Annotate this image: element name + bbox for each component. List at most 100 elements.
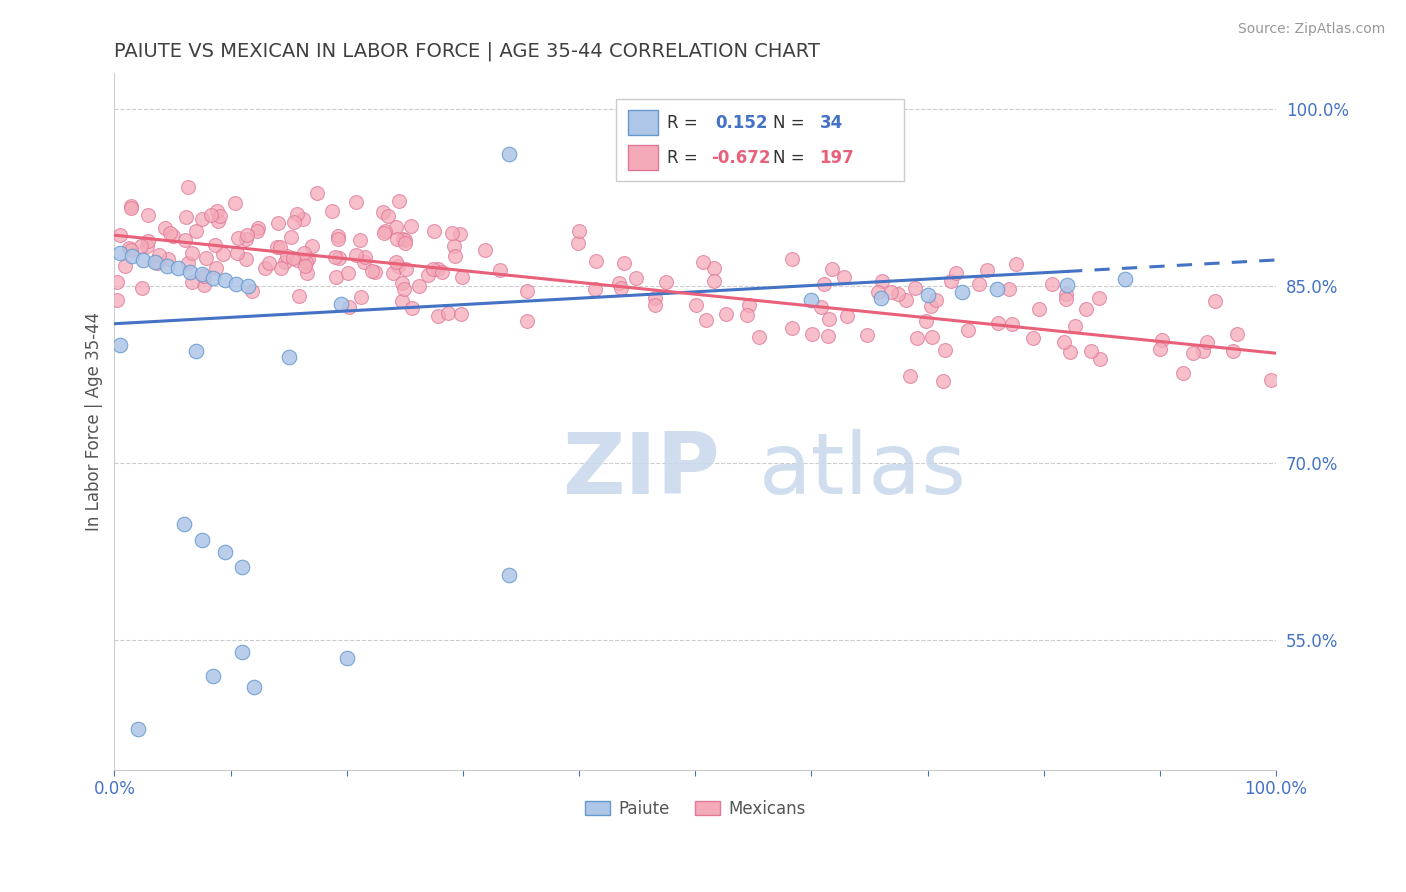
Point <box>295 267 318 281</box>
Text: 197: 197 <box>820 149 855 167</box>
Point <box>969 277 991 291</box>
Point <box>644 291 666 305</box>
Point <box>498 568 520 582</box>
Point <box>363 265 385 279</box>
Point <box>205 204 228 219</box>
Point <box>236 279 259 293</box>
Point <box>240 285 263 299</box>
Point <box>488 263 510 277</box>
Point <box>153 221 176 235</box>
Point <box>285 252 308 267</box>
Point <box>120 243 142 257</box>
Point <box>868 285 890 300</box>
Point <box>856 328 879 343</box>
FancyBboxPatch shape <box>616 99 904 181</box>
Point <box>280 230 302 244</box>
Text: 34: 34 <box>820 114 842 132</box>
Point <box>423 224 446 238</box>
Point <box>837 309 859 323</box>
Point <box>214 273 236 287</box>
Point <box>179 265 201 279</box>
Point <box>567 235 589 250</box>
Point <box>1260 373 1282 387</box>
Point <box>226 231 249 245</box>
Point <box>1059 344 1081 359</box>
Point <box>174 233 197 247</box>
Point <box>205 260 228 275</box>
Point <box>361 264 384 278</box>
Point <box>297 252 319 266</box>
Point <box>1040 277 1063 291</box>
Point <box>269 240 291 254</box>
Point <box>624 271 647 285</box>
Point <box>382 267 405 281</box>
Point <box>105 293 128 308</box>
Text: atlas: atlas <box>759 429 967 512</box>
Point <box>703 261 725 276</box>
Text: ZIP: ZIP <box>561 429 720 512</box>
Point <box>1080 344 1102 359</box>
Point <box>925 293 948 308</box>
Point <box>336 650 359 665</box>
Point <box>655 275 678 289</box>
Point <box>110 246 132 260</box>
Point <box>450 307 472 321</box>
Point <box>344 194 367 209</box>
Point <box>401 301 423 315</box>
Point <box>200 208 222 222</box>
Point <box>450 270 472 285</box>
Point <box>904 281 927 295</box>
Point <box>735 308 758 322</box>
Point <box>945 266 967 280</box>
Point <box>190 533 212 547</box>
Point <box>267 216 290 230</box>
Point <box>395 261 418 276</box>
Point <box>1152 333 1174 347</box>
Point <box>301 239 323 253</box>
Point <box>583 282 606 296</box>
Point <box>121 249 143 263</box>
Point <box>190 267 212 281</box>
Point <box>408 278 430 293</box>
Point <box>915 314 938 328</box>
FancyBboxPatch shape <box>628 145 658 170</box>
Point <box>392 232 415 246</box>
Point <box>934 343 956 357</box>
Point <box>1191 344 1213 359</box>
Text: Source: ZipAtlas.com: Source: ZipAtlas.com <box>1237 22 1385 37</box>
Point <box>607 277 630 291</box>
Point <box>156 252 179 267</box>
Text: 0.152: 0.152 <box>716 114 768 132</box>
Point <box>685 298 707 312</box>
Point <box>131 239 153 253</box>
Point <box>193 278 215 293</box>
Point <box>905 331 928 345</box>
Point <box>212 247 235 261</box>
Point <box>132 252 155 267</box>
Point <box>714 307 737 321</box>
Point <box>1204 294 1226 309</box>
Point <box>325 270 347 285</box>
Point <box>231 645 253 659</box>
Point <box>1021 331 1043 345</box>
Point <box>1001 318 1024 332</box>
Point <box>801 326 824 341</box>
Point <box>127 722 149 736</box>
Point <box>422 261 444 276</box>
Point <box>177 179 200 194</box>
Point <box>810 301 832 315</box>
Point <box>1226 326 1249 341</box>
Point <box>136 238 159 252</box>
Point <box>167 261 190 276</box>
Point <box>353 255 375 269</box>
Point <box>1149 342 1171 356</box>
Point <box>156 259 179 273</box>
Point <box>136 235 159 249</box>
Point <box>872 274 894 288</box>
Point <box>235 252 257 266</box>
Point <box>780 252 803 267</box>
Point <box>748 330 770 344</box>
Point <box>177 256 200 270</box>
Point <box>952 285 974 299</box>
Point <box>392 282 415 296</box>
